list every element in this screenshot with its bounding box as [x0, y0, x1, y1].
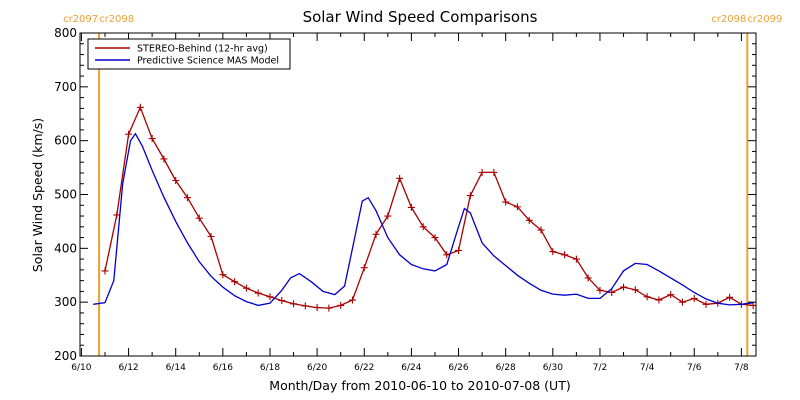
x-tick-label: 6/14 — [166, 363, 186, 373]
data-point — [549, 248, 557, 256]
x-tick-label: 6/28 — [496, 363, 516, 373]
data-point — [513, 203, 521, 211]
legend-label: Predictive Science MAS Model — [137, 56, 279, 67]
x-tick-label: 6/20 — [307, 363, 327, 373]
x-tick-label: 7/2 — [593, 363, 607, 373]
x-tick-label: 6/30 — [543, 363, 563, 373]
plot-frame — [79, 32, 757, 357]
data-point — [572, 255, 580, 263]
data-point — [431, 234, 439, 242]
data-point — [231, 278, 239, 286]
x-tick-label: 7/8 — [734, 363, 749, 373]
data-point — [419, 223, 427, 231]
data-point — [620, 283, 628, 291]
x-tick-label: 6/18 — [260, 363, 280, 373]
data-point — [325, 304, 333, 312]
y-tick-label: 800 — [54, 26, 77, 40]
data-point — [478, 168, 486, 176]
data-point — [443, 251, 451, 259]
data-point — [219, 271, 227, 279]
x-tick-label: 6/16 — [213, 363, 233, 373]
series-line-0 — [104, 105, 754, 309]
legend-label: STEREO-Behind (12-hr avg) — [137, 44, 268, 55]
data-point — [455, 246, 463, 254]
data-point — [254, 289, 262, 297]
carrington-label: cr2098 — [711, 14, 746, 25]
y-tick-label: 300 — [54, 295, 77, 309]
data-point — [172, 177, 180, 185]
series-lines — [93, 103, 757, 312]
data-point — [113, 211, 121, 219]
x-tick-label: 6/22 — [354, 363, 374, 373]
x-axis-title: Month/Day from 2010-06-10 to 2010-07-08 … — [269, 378, 570, 393]
data-point — [278, 297, 286, 305]
data-point — [372, 230, 380, 238]
data-point — [466, 192, 474, 200]
data-point — [525, 216, 533, 224]
data-point — [195, 214, 203, 222]
data-point — [502, 198, 510, 206]
y-axis-title: Solar Wind Speed (km/s) — [30, 118, 45, 272]
data-point — [360, 264, 368, 272]
data-point — [608, 288, 616, 296]
data-point — [631, 286, 639, 294]
data-point — [561, 251, 569, 259]
carrington-markers: cr2097 cr2098 cr2098 cr2099 — [63, 14, 782, 356]
data-point — [242, 284, 250, 292]
data-point — [596, 286, 604, 294]
data-point — [396, 174, 404, 182]
data-point — [348, 296, 356, 304]
data-point — [125, 130, 133, 138]
x-tick-label: 6/24 — [401, 363, 421, 373]
data-point — [655, 296, 663, 304]
x-tick-label: 7/6 — [687, 363, 702, 373]
data-point — [148, 135, 156, 143]
x-tick-label: 6/26 — [448, 363, 468, 373]
data-point — [726, 293, 734, 301]
data-point — [290, 300, 298, 308]
data-point — [643, 293, 651, 301]
axes: 200 300 400 500 600 700 800 6/10 6/12 6/14 6/16 6/1… — [54, 26, 756, 373]
data-point — [183, 194, 191, 202]
carrington-label: cr2098 — [99, 14, 134, 25]
x-tick-label: 7/4 — [640, 363, 655, 373]
data-point — [678, 298, 686, 306]
data-point — [584, 274, 592, 282]
y-tick-label: 700 — [54, 80, 77, 94]
data-point — [301, 302, 309, 310]
y-tick-label: 500 — [54, 188, 77, 202]
data-point — [384, 212, 392, 220]
legend: STEREO-Behind (12-hr avg)Predictive Scie… — [87, 38, 291, 70]
y-tick-label: 600 — [54, 134, 77, 148]
x-tick-label: 6/10 — [71, 363, 91, 373]
chart-title: Solar Wind Speed Comparisons — [303, 8, 538, 26]
data-point — [537, 226, 545, 234]
carrington-label: cr2099 — [747, 14, 782, 25]
data-point — [266, 293, 274, 301]
carrington-label: cr2097 — [63, 14, 98, 25]
data-point — [207, 232, 215, 240]
x-tick-label: 6/12 — [118, 363, 138, 373]
y-tick-label: 400 — [54, 241, 77, 255]
series-line-1 — [93, 132, 754, 307]
data-point — [690, 294, 698, 302]
data-point — [702, 300, 710, 308]
y-tick-label: 200 — [54, 349, 77, 363]
data-point — [407, 203, 415, 211]
data-point — [101, 267, 109, 275]
legend-box — [87, 38, 291, 70]
data-point — [313, 304, 321, 312]
data-point — [490, 168, 498, 176]
data-point — [160, 155, 168, 163]
data-point — [667, 291, 675, 299]
data-point — [337, 301, 345, 309]
data-point — [136, 103, 144, 111]
